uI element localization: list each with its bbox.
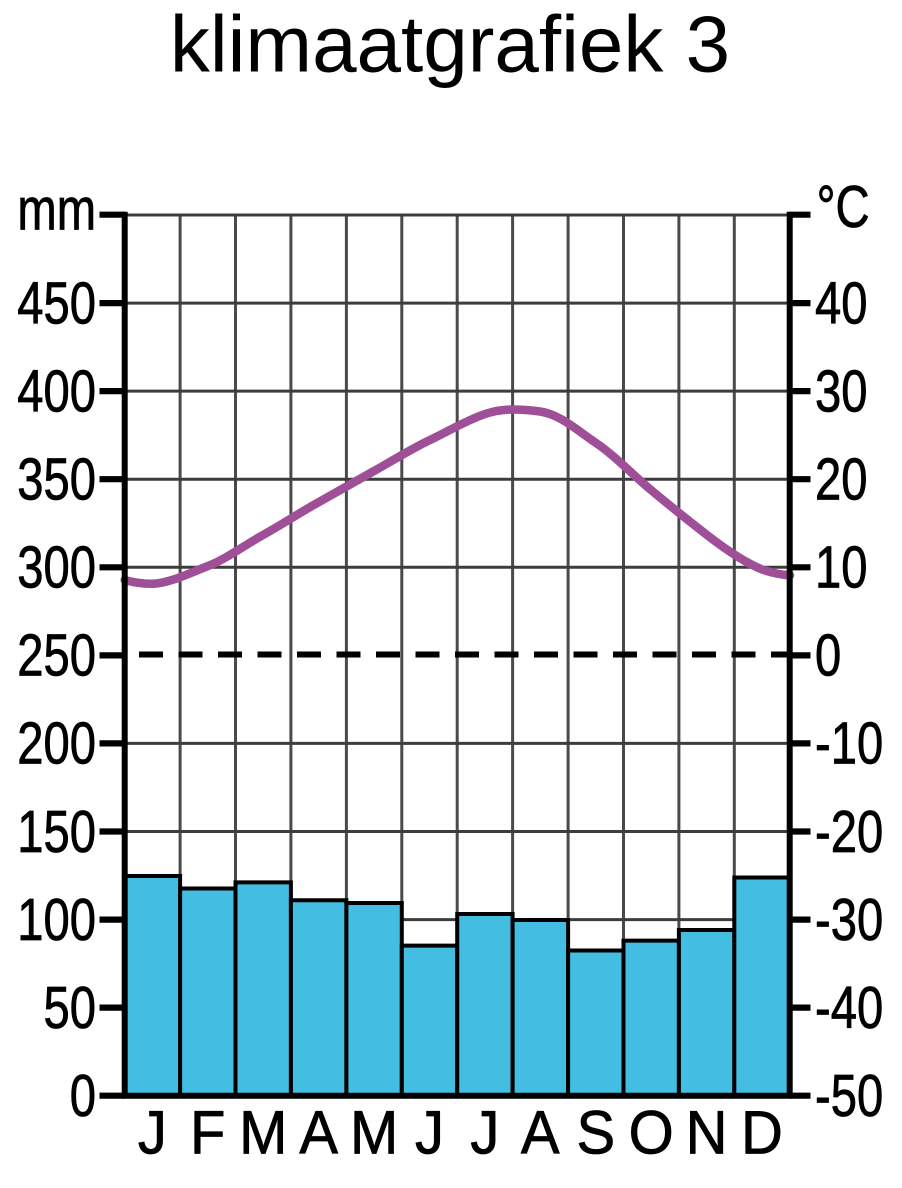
- svg-text:M: M: [350, 1098, 398, 1167]
- svg-text:O: O: [629, 1098, 674, 1167]
- svg-text:A: A: [299, 1098, 338, 1167]
- svg-text:-30: -30: [815, 888, 883, 953]
- svg-text:300: 300: [17, 536, 96, 601]
- svg-text:10: 10: [815, 536, 867, 601]
- svg-text:J: J: [470, 1098, 499, 1167]
- svg-text:50: 50: [44, 976, 96, 1041]
- svg-text:-40: -40: [815, 976, 883, 1041]
- svg-text:N: N: [686, 1098, 728, 1167]
- svg-text:-10: -10: [815, 712, 883, 777]
- svg-text:350: 350: [17, 448, 96, 513]
- svg-text:150: 150: [17, 800, 96, 865]
- svg-text:klimaatgrafiek 3: klimaatgrafiek 3: [170, 0, 730, 88]
- svg-text:30: 30: [815, 359, 867, 424]
- svg-text:D: D: [741, 1098, 783, 1167]
- svg-text:20: 20: [815, 448, 867, 513]
- svg-text:-20: -20: [815, 800, 883, 865]
- svg-text:mm: mm: [17, 178, 96, 243]
- svg-text:-50: -50: [815, 1064, 883, 1129]
- svg-text:S: S: [577, 1098, 616, 1167]
- svg-text:200: 200: [17, 712, 96, 777]
- svg-text:0: 0: [815, 624, 841, 689]
- svg-text:250: 250: [17, 624, 96, 689]
- svg-text:400: 400: [17, 359, 96, 424]
- svg-text:J: J: [138, 1098, 167, 1167]
- svg-text:M: M: [239, 1098, 287, 1167]
- svg-text:F: F: [190, 1098, 225, 1167]
- svg-text:100: 100: [17, 888, 96, 953]
- svg-text:°C: °C: [817, 175, 870, 240]
- svg-text:J: J: [415, 1098, 444, 1167]
- svg-text:40: 40: [815, 271, 867, 336]
- svg-text:A: A: [521, 1098, 560, 1167]
- svg-text:450: 450: [17, 271, 96, 336]
- svg-text:0: 0: [70, 1064, 96, 1129]
